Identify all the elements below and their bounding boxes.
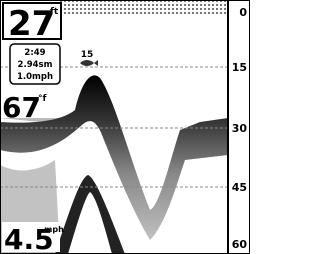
speed-unit: mph	[44, 225, 64, 234]
info-line: 2.94sm	[18, 60, 53, 70]
scale-label: 30	[232, 122, 248, 135]
depth-value: 27	[8, 4, 55, 44]
scale-label: 45	[232, 181, 247, 194]
scale-label: 60	[232, 238, 248, 251]
scale-label: 0	[239, 6, 247, 19]
info-line: 1.0mph	[17, 72, 53, 82]
water-temp-unit: °f	[38, 94, 47, 104]
water-temp-value: 67	[2, 91, 41, 124]
fish-depth: 15	[81, 50, 94, 60]
scale-label: 15	[232, 61, 247, 74]
surface-clutter	[60, 0, 228, 14]
sonar-screen: 0 15 30 45 60 15 27 ft 2:49 2.94sm 1.0mp…	[0, 0, 250, 254]
info-line: 2:49	[24, 48, 45, 58]
depth-unit: ft	[50, 7, 59, 17]
